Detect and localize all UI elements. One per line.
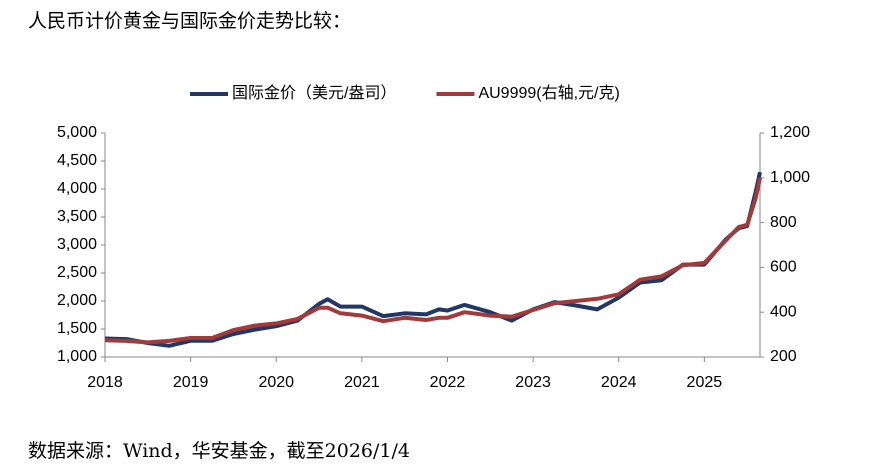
y2-tick-label: 200: [770, 348, 797, 365]
x-tick-label: 2019: [173, 374, 209, 391]
y-tick-label: 2,000: [57, 292, 97, 309]
y2-tick-label: 1,000: [770, 169, 810, 186]
x-tick-label: 2018: [87, 374, 123, 391]
x-tick-label: 2024: [601, 374, 637, 391]
x-tick-label: 2023: [515, 374, 551, 391]
x-tick-label: 2025: [687, 374, 723, 391]
y2-tick-label: 800: [770, 214, 797, 231]
legend-label: AU9999(右轴,元/克): [478, 84, 619, 102]
y-tick-label: 5,000: [57, 124, 97, 141]
y2-tick-label: 400: [770, 303, 797, 320]
y-tick-label: 1,000: [57, 348, 97, 365]
y2-tick-label: 600: [770, 259, 797, 276]
y-tick-label: 1,500: [57, 320, 97, 337]
x-tick-label: 2020: [258, 374, 294, 391]
y2-tick-label: 1,200: [770, 124, 810, 141]
y-tick-label: 3,500: [57, 208, 97, 225]
x-tick-label: 2022: [430, 374, 466, 391]
chart-title: 人民币计价黄金与国际金价走势比较：: [28, 10, 351, 32]
y-tick-label: 4,500: [57, 152, 97, 169]
y-tick-label: 4,000: [57, 180, 97, 197]
series-line: [104, 177, 762, 345]
source-note: 数据来源：Wind，华安基金，截至2026/1/4: [28, 440, 410, 462]
y-tick-label: 3,000: [57, 236, 97, 253]
y-tick-label: 2,500: [57, 264, 97, 281]
x-tick-label: 2021: [344, 374, 380, 391]
legend-label: 国际金价（美元/盎司）: [232, 84, 396, 102]
